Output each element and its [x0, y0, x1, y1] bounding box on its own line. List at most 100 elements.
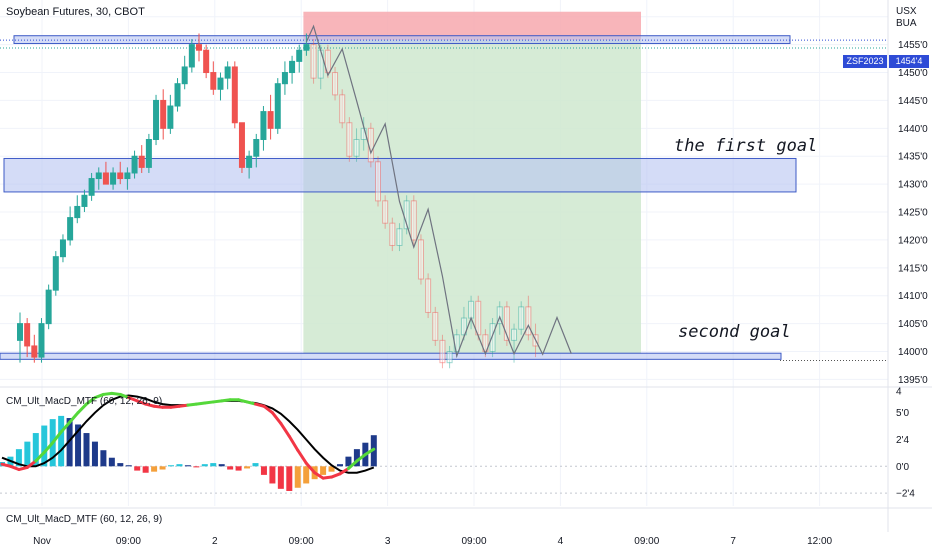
macd-histogram-bar	[58, 415, 65, 467]
candle-body	[382, 200, 389, 224]
candle-body	[525, 306, 532, 336]
candle-body	[468, 300, 475, 319]
candle-body	[475, 300, 482, 336]
macd-histogram-bar	[184, 465, 191, 467]
macd-histogram-bar	[337, 464, 343, 467]
candle-body	[253, 138, 260, 157]
candle-body	[95, 172, 102, 180]
macd-line-segment	[34, 450, 46, 463]
macd-histogram-bar	[125, 465, 132, 467]
x-tick-label: 09:00	[116, 536, 141, 547]
candle-body	[231, 66, 238, 124]
candle-body	[482, 334, 489, 353]
candle-body	[110, 172, 117, 185]
macd-histogram-bar	[66, 418, 73, 467]
candle-body	[339, 94, 346, 124]
candle-body	[160, 99, 167, 129]
candle-body	[332, 72, 339, 96]
macd-line-segment	[59, 420, 72, 434]
macd-indicator-label[interactable]: CM_Ult_MacD_MTF (60, 12, 26, 9)	[6, 396, 163, 407]
x-tick-label: 09:00	[634, 536, 659, 547]
y-tick-label: 1435'0	[898, 152, 928, 163]
macd-histogram-bar	[328, 466, 335, 472]
candle-body	[217, 77, 224, 90]
candle-body	[296, 49, 303, 62]
macd-histogram-bar	[142, 466, 149, 473]
y-tick-label: 1455'0	[898, 40, 928, 51]
candle-body	[375, 161, 381, 202]
candle-body	[52, 256, 59, 291]
candle-body	[203, 49, 210, 74]
candle-body	[81, 194, 88, 207]
candle-body	[389, 222, 396, 247]
macd-line-segment	[304, 461, 317, 475]
candle-body	[210, 72, 217, 90]
candle-body	[303, 44, 310, 51]
macd-line-segment	[25, 459, 38, 469]
macd-line-segment	[270, 411, 283, 425]
candle-body	[432, 311, 439, 341]
macd-histogram-bar	[193, 466, 200, 468]
candle-body	[511, 328, 518, 341]
macd-tick-label: 2'4	[896, 435, 909, 446]
y-tick-label: 1405'0	[898, 319, 928, 330]
candle-body	[174, 83, 181, 107]
macd-histogram-bar	[345, 456, 352, 467]
macd-histogram-bar	[244, 466, 251, 469]
zone-second	[0, 352, 782, 360]
candle-body	[353, 138, 360, 157]
candle-body	[489, 323, 496, 353]
macd-histogram-bar	[303, 466, 310, 484]
macd-histogram-bar	[159, 466, 166, 470]
candle-body	[181, 66, 188, 85]
macd-line-segment	[313, 471, 325, 480]
candle-body	[396, 228, 403, 247]
macd-line-segment	[338, 466, 350, 476]
ticker-badge: ZSF2023	[843, 55, 887, 68]
macd-histogram-bar	[210, 463, 217, 467]
candle-body	[117, 172, 124, 180]
macd-indicator-label-bottom[interactable]: CM_Ult_MacD_MTF (60, 12, 26, 9)	[6, 514, 163, 525]
y-tick-label: 1445'0	[898, 96, 928, 107]
candle-body	[324, 49, 331, 74]
symbol-title: Soybean Futures, 30, CBOT	[6, 6, 145, 18]
candle-body	[410, 200, 417, 241]
macd-line-segment	[8, 464, 21, 472]
macd-histogram-bar	[91, 441, 98, 467]
macd-line-segment	[135, 399, 148, 406]
candle-body	[274, 83, 281, 129]
zone-top	[13, 35, 791, 45]
macd-line-segment	[262, 404, 274, 415]
first-goal-annotation[interactable]: the first goal	[674, 136, 818, 156]
candle-body	[267, 111, 274, 129]
macd-histogram-bar	[24, 441, 31, 467]
macd-histogram-bar	[277, 466, 284, 489]
x-tick-label: 7	[730, 536, 736, 547]
candle-body	[67, 217, 74, 241]
candle-body	[518, 306, 525, 330]
macd-histogram-bar	[15, 449, 22, 467]
candle-body	[224, 66, 231, 79]
macd-histogram-bar	[286, 466, 293, 491]
second-goal-annotation[interactable]: second goal	[678, 322, 791, 342]
macd-line-segment	[118, 392, 131, 400]
macd-histogram-bar	[235, 466, 242, 471]
candle-body	[138, 155, 145, 168]
candle-body	[439, 339, 446, 364]
candle-body	[88, 178, 95, 196]
macd-histogram-bar	[218, 464, 225, 467]
x-tick-label: Nov	[33, 536, 51, 547]
candle-body	[167, 105, 174, 129]
candle-body	[503, 306, 510, 341]
macd-histogram-bar	[168, 465, 174, 467]
candle-body	[196, 44, 202, 51]
macd-histogram-bar	[201, 464, 208, 467]
axes: 1455'0 1450'0 1445'0 1440'0 1435'0 1430'0 1425…	[33, 40, 928, 547]
y-tick-label: 1415'0	[898, 263, 928, 274]
macd-line-segment	[279, 421, 291, 438]
macd-line-segment	[296, 448, 308, 465]
y-tick-label: 1410'0	[898, 291, 928, 302]
macd-tick-label: −2'4	[896, 489, 915, 500]
